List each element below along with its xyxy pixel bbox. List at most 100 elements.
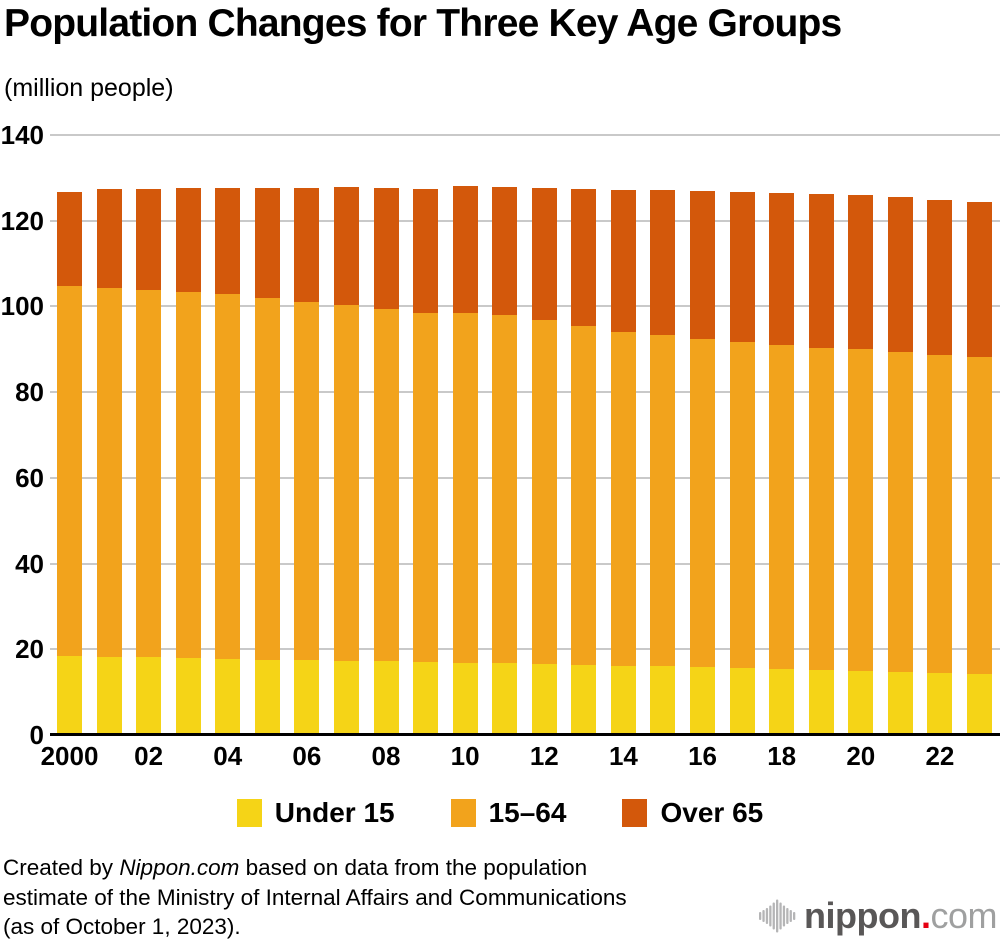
gridline-20 [50, 648, 1000, 651]
bar-2007-segment-over-65 [333, 187, 359, 306]
gridline-80 [50, 391, 1000, 394]
bar-2010 [452, 135, 478, 735]
y-tick-label-80: 80 [15, 377, 44, 408]
x-tick-label-02: 02 [134, 741, 164, 771]
bar-2023-segment-over-65 [967, 201, 992, 357]
bar-2000 [57, 135, 82, 735]
bar-2021-segment-under-15 [887, 671, 913, 735]
bar-2009-segment-under-15 [413, 662, 439, 735]
bar-2019-segment-under-15 [808, 669, 834, 735]
credit-line-3: (as of October 1, 2023). [3, 914, 241, 939]
nippon-logo: nippon.com [759, 891, 997, 941]
bar-2015 [650, 135, 676, 735]
bar-2002-segment-15-64 [136, 290, 162, 658]
y-tick-label-140: 140 [0, 120, 44, 150]
x-tick-label-16: 16 [688, 741, 717, 771]
x-tick-label-12: 12 [529, 741, 559, 771]
bar-2008-segment-15-64 [373, 308, 399, 662]
x-tick-label-18: 18 [767, 741, 797, 771]
bar-2014-segment-over-65 [610, 190, 636, 332]
bar-2016-segment-over-65 [690, 190, 716, 339]
gridline-40 [50, 562, 1000, 565]
bar-2015-segment-15-64 [650, 335, 676, 667]
legend-swatch-over-65 [622, 799, 648, 827]
x-tick-label-08: 08 [371, 741, 401, 771]
bar-2002 [136, 135, 162, 735]
bar-2003 [175, 135, 201, 735]
bar-2022 [927, 135, 953, 735]
logo-tld: com [930, 895, 997, 936]
bar-2022-segment-over-65 [927, 199, 953, 355]
bar-2003-segment-over-65 [175, 188, 201, 293]
bar-2020 [848, 135, 874, 735]
bar-2014-segment-15-64 [610, 331, 636, 666]
bar-2014 [610, 135, 636, 735]
legend-label-over-65: Over 65 [660, 797, 764, 828]
bar-2008-segment-over-65 [373, 187, 399, 309]
legend: Under 15 15–64 Over 65 [0, 797, 1000, 829]
legend-item-15-64: 15–64 [450, 797, 566, 829]
legend-item-under-15: Under 15 [236, 797, 395, 829]
bar-2017-segment-under-15 [729, 668, 755, 735]
bar-2015-segment-over-65 [650, 189, 676, 336]
bar-2007 [333, 135, 359, 735]
logo-wordmark: nippon.com [804, 891, 997, 941]
bar-2018-segment-15-64 [769, 345, 795, 669]
credit-prefix: Created by [3, 855, 120, 880]
bar-2016-segment-under-15 [690, 667, 716, 735]
gridline-60 [50, 476, 1000, 479]
bar-2001 [96, 135, 122, 735]
y-tick-label-60: 60 [15, 462, 44, 493]
bar-2023-segment-under-15 [967, 674, 992, 735]
bar-2020-segment-over-65 [848, 194, 874, 349]
bar-2006 [294, 135, 320, 735]
bar-2020-segment-under-15 [848, 670, 874, 735]
bar-2019-segment-over-65 [808, 194, 834, 348]
bar-2006-segment-under-15 [294, 660, 320, 735]
credit-line-1: Created by Nippon.com based on data from… [3, 853, 683, 883]
bar-2005-segment-15-64 [254, 298, 280, 660]
plot-area [50, 134, 1000, 736]
bar-2017-segment-15-64 [729, 342, 755, 669]
y-tick-label-100: 100 [0, 291, 44, 322]
bar-2010-segment-15-64 [452, 312, 478, 663]
bar-2019 [808, 135, 834, 735]
y-axis-labels: 0 20 40 60 80 100 120 140 [0, 120, 44, 750]
credit-source-name: Nippon.com [119, 855, 240, 880]
legend-item-over-65: Over 65 [622, 797, 763, 829]
bar-2005-segment-over-65 [254, 187, 280, 299]
bar-2011-segment-15-64 [492, 315, 518, 664]
bar-2018 [769, 135, 795, 735]
bar-2013 [571, 135, 597, 735]
x-axis-line [50, 733, 1000, 736]
bar-2001-segment-over-65 [96, 189, 122, 288]
bar-2010-segment-over-65 [452, 186, 478, 313]
bar-2002-segment-under-15 [136, 657, 162, 735]
bar-2004-segment-over-65 [215, 187, 241, 295]
bar-2021-segment-15-64 [887, 352, 913, 672]
bar-2011 [492, 135, 518, 735]
bar-2005 [254, 135, 280, 735]
x-tick-label-20: 20 [846, 741, 876, 771]
bar-2012-segment-15-64 [531, 320, 557, 664]
bar-2023 [967, 135, 992, 735]
credit-line-1-rest: based on data from the population [239, 855, 588, 880]
x-axis-labels: 2000 02 04 06 08 10 12 14 16 18 20 22 [41, 741, 1000, 775]
legend-swatch-under-15 [236, 799, 262, 827]
bar-2004-segment-under-15 [215, 659, 241, 735]
x-tick-label-22: 22 [925, 741, 955, 771]
bar-2017-segment-over-65 [729, 191, 755, 343]
bar-2012-segment-under-15 [531, 663, 557, 735]
audio-wave-icon [759, 899, 796, 933]
bar-2013-segment-over-65 [571, 189, 597, 327]
bar-2013-segment-under-15 [571, 664, 597, 735]
bars-track [57, 135, 992, 735]
bar-2019-segment-15-64 [808, 348, 834, 670]
legend-label-under-15: Under 15 [274, 797, 395, 828]
bar-2003-segment-under-15 [175, 658, 201, 735]
bar-2002-segment-over-65 [136, 189, 162, 291]
bar-2000-segment-15-64 [57, 286, 82, 656]
bar-2023-segment-15-64 [967, 357, 992, 675]
bar-2006-segment-15-64 [294, 301, 320, 661]
